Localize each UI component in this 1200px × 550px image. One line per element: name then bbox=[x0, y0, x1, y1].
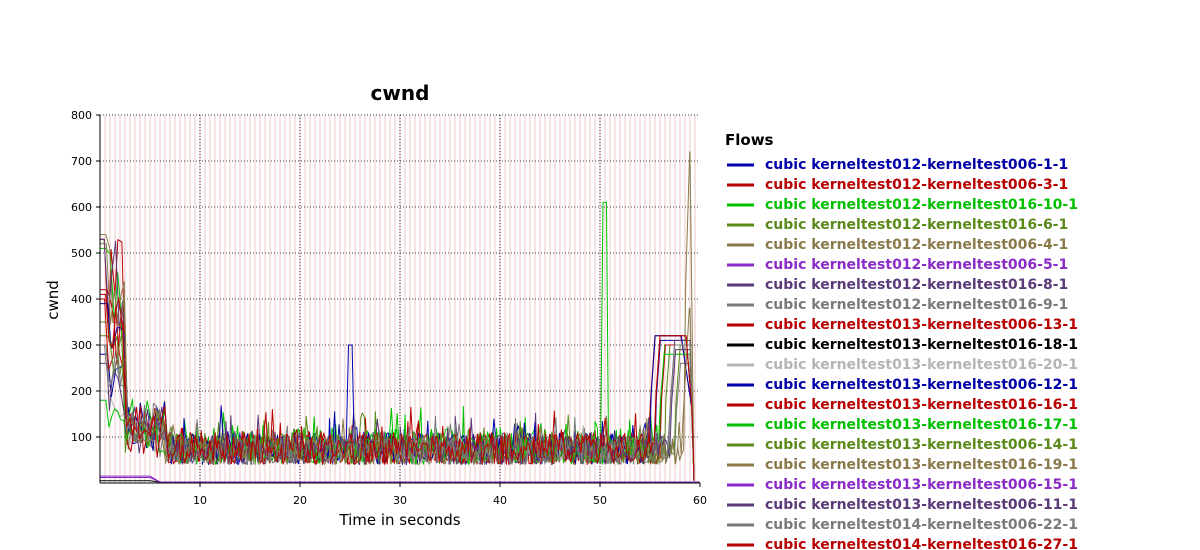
legend-entry: cubic kerneltest013-kerneltest006-11-1 bbox=[765, 497, 1078, 513]
chart-title: cwnd bbox=[371, 81, 430, 105]
legend-entry: cubic kerneltest014-kerneltest006-22-1 bbox=[765, 517, 1078, 533]
legend-entry: cubic kerneltest013-kerneltest006-13-1 bbox=[765, 317, 1078, 333]
legend-entry: cubic kerneltest012-kerneltest006-1-1 bbox=[765, 157, 1068, 173]
legend-entry: cubic kerneltest012-kerneltest006-3-1 bbox=[765, 177, 1068, 193]
legend-entry: cubic kerneltest013-kerneltest006-14-1 bbox=[765, 437, 1078, 453]
x-tick-label: 50 bbox=[593, 494, 607, 507]
legend: Flows cubic kerneltest012-kerneltest006-… bbox=[725, 131, 1078, 550]
legend-entry: cubic kerneltest013-kerneltest016-16-1 bbox=[765, 397, 1078, 413]
y-axis-label: cwnd bbox=[44, 280, 62, 320]
legend-entry: cubic kerneltest013-kerneltest006-12-1 bbox=[765, 377, 1078, 393]
x-tick-label: 40 bbox=[493, 494, 507, 507]
legend-entry: cubic kerneltest012-kerneltest016-9-1 bbox=[765, 297, 1068, 313]
legend-entry: cubic kerneltest012-kerneltest016-10-1 bbox=[765, 197, 1078, 213]
y-tick-label: 300 bbox=[71, 339, 92, 352]
x-tick-labels: 10 20 30 40 50 60 bbox=[193, 483, 707, 507]
x-tick-label: 20 bbox=[293, 494, 307, 507]
legend-entry: cubic kerneltest012-kerneltest006-5-1 bbox=[765, 257, 1068, 273]
y-tick-label: 200 bbox=[71, 385, 92, 398]
legend-entry: cubic kerneltest013-kerneltest016-18-1 bbox=[765, 337, 1078, 353]
series-line bbox=[100, 293, 695, 481]
series-line bbox=[100, 349, 695, 481]
legend-entry: cubic kerneltest013-kerneltest016-19-1 bbox=[765, 457, 1078, 473]
legend-title: Flows bbox=[725, 131, 774, 149]
x-tick-label: 10 bbox=[193, 494, 207, 507]
x-axis-label: Time in seconds bbox=[338, 511, 460, 529]
series-line bbox=[100, 477, 700, 483]
legend-entry: cubic kerneltest012-kerneltest016-6-1 bbox=[765, 217, 1068, 233]
y-tick-labels: 100 200 300 400 500 600 700 800 bbox=[71, 109, 100, 444]
legend-entry: cubic kerneltest013-kerneltest016-17-1 bbox=[765, 417, 1078, 433]
legend-entry: cubic kerneltest012-kerneltest006-4-1 bbox=[765, 237, 1068, 253]
legend-entry: cubic kerneltest013-kerneltest006-15-1 bbox=[765, 477, 1078, 493]
y-tick-label: 400 bbox=[71, 293, 92, 306]
legend-entry: cubic kerneltest014-kerneltest016-27-1 bbox=[765, 537, 1078, 550]
x-tick-label: 30 bbox=[393, 494, 407, 507]
series-lines bbox=[100, 151, 700, 483]
y-tick-label: 800 bbox=[71, 109, 92, 122]
y-tick-label: 500 bbox=[71, 247, 92, 260]
y-tick-label: 700 bbox=[71, 155, 92, 168]
x-tick-label: 60 bbox=[693, 494, 707, 507]
y-tick-label: 600 bbox=[71, 201, 92, 214]
legend-entry: cubic kerneltest013-kerneltest016-20-1 bbox=[765, 357, 1078, 373]
y-tick-label: 100 bbox=[71, 431, 92, 444]
legend-entry: cubic kerneltest012-kerneltest016-8-1 bbox=[765, 277, 1068, 293]
